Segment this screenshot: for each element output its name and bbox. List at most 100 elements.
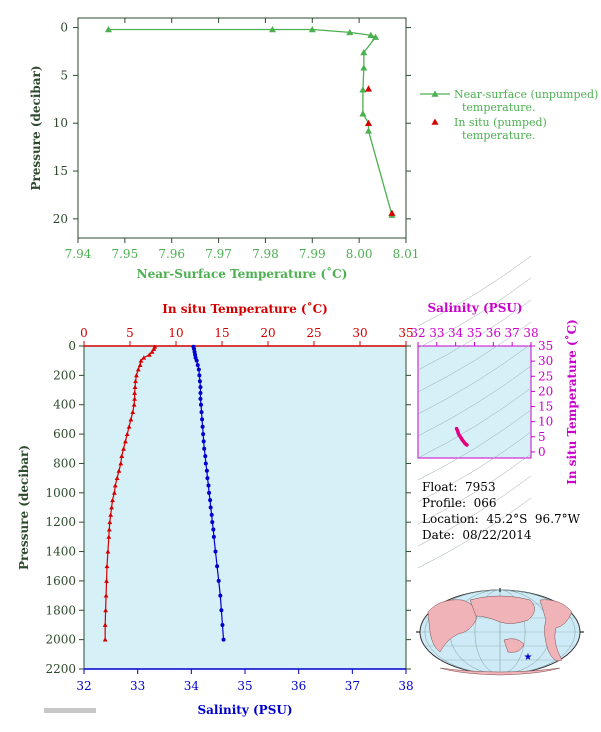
temperature-tick-label: 25 xyxy=(306,326,321,340)
plot-frame xyxy=(77,17,407,239)
pressure-axis-label: Pressure (decibar) xyxy=(17,445,31,570)
ts-y-tick-label: 30 xyxy=(538,354,553,368)
salinity-point xyxy=(197,373,202,378)
near-surface-point xyxy=(104,25,112,33)
temperature-point xyxy=(102,622,108,627)
pressure-tick-label: 0 xyxy=(68,339,76,353)
temperature-point xyxy=(106,527,112,532)
y-axis-label: Pressure (decibar) xyxy=(29,65,43,190)
x-tick-label: 7.96 xyxy=(158,247,185,261)
salinity-point xyxy=(196,367,201,372)
map-land-americas xyxy=(539,599,573,662)
salinity-tick-label: 36 xyxy=(291,679,306,693)
float-location: Location: 45.2°S 96.7°W xyxy=(422,512,580,526)
salinity-tick-label: 34 xyxy=(184,679,200,693)
legend-label-near-surface: Near-surface (unpumped) xyxy=(454,88,598,101)
in-situ-point xyxy=(365,119,373,127)
near-surface-point xyxy=(365,127,373,134)
salinity-point xyxy=(211,527,216,532)
salinity-point xyxy=(219,608,224,613)
y-tick-label: 20 xyxy=(53,212,68,226)
temperature-point xyxy=(141,355,147,360)
pressure-tick-label: 200 xyxy=(53,368,76,382)
float-location-star: ★ xyxy=(524,652,533,663)
ts-x-tick-label: 33 xyxy=(429,326,444,340)
pressure-tick-label: 1600 xyxy=(45,574,76,588)
temperature-point xyxy=(132,384,138,390)
ts-background xyxy=(417,345,532,459)
salinity-tick-label: 35 xyxy=(237,679,252,693)
salinity-tick-label: 32 xyxy=(76,679,91,693)
temperature-tick-label: 0 xyxy=(80,326,88,340)
temperature-point xyxy=(104,563,110,569)
near-surface-point xyxy=(346,28,354,36)
x-tick-label: 8.01 xyxy=(393,247,420,261)
y-tick-label: 5 xyxy=(60,68,68,82)
salinity-point xyxy=(208,505,213,510)
map-land-asia xyxy=(469,595,535,624)
ts-y-tick-label: 20 xyxy=(538,384,553,398)
temperature-point xyxy=(121,446,126,451)
temperature-point xyxy=(132,390,137,395)
ts-x-tick-label: 37 xyxy=(505,326,520,340)
ts-x-axis-label: Salinity (PSU) xyxy=(427,301,522,315)
pressure-tick-label: 400 xyxy=(53,398,76,412)
salinity-point xyxy=(200,417,205,422)
temperature-point xyxy=(110,497,115,503)
ts-y-tick-label: 0 xyxy=(538,445,546,459)
map-land-africa-europe xyxy=(427,599,477,653)
temperature-point xyxy=(123,439,128,444)
near-surface-point xyxy=(372,33,380,40)
temperature-point xyxy=(108,512,114,517)
in-situ-point xyxy=(365,85,373,92)
temperature-point xyxy=(132,396,137,401)
temperature-point xyxy=(107,519,113,525)
salinity-point xyxy=(210,520,215,525)
salinity-point xyxy=(204,468,209,473)
salinity-point xyxy=(211,534,216,539)
y-tick-label: 0 xyxy=(60,21,68,35)
map-land-antarctica xyxy=(439,667,561,676)
salinity-axis-label: Salinity (PSU) xyxy=(197,703,292,717)
density-contour xyxy=(417,409,532,481)
temperature-point xyxy=(128,417,134,422)
salinity-point xyxy=(198,402,203,407)
temperature-axis-label: In situ Temperature (˚C) xyxy=(162,301,328,316)
ts-x-tick-label: 38 xyxy=(523,326,538,340)
salinity-point xyxy=(201,432,206,437)
salinity-point xyxy=(194,358,199,363)
x-tick-label: 8.00 xyxy=(346,247,373,261)
x-tick-label: 7.98 xyxy=(252,247,279,261)
density-contour xyxy=(417,321,532,393)
pressure-tick-label: 2000 xyxy=(45,633,76,647)
near-surface-point xyxy=(359,110,367,117)
ts-y-tick-label: 10 xyxy=(538,415,553,429)
salinity-point xyxy=(216,578,221,583)
x-tick-label: 7.94 xyxy=(65,247,92,261)
float-number: Float: 7953 xyxy=(422,480,496,494)
near-surface-point xyxy=(360,64,368,71)
ts-y-axis-label: In situ Temperature (˚C) xyxy=(564,319,579,485)
temperature-point xyxy=(130,409,136,414)
salinity-point xyxy=(206,483,211,488)
ts-x-tick-label: 35 xyxy=(467,326,482,340)
density-contour xyxy=(417,475,532,547)
salinity-point xyxy=(199,410,204,415)
temperature-point xyxy=(106,534,112,539)
x-tick-label: 7.99 xyxy=(299,247,326,261)
density-contour xyxy=(417,255,532,327)
temperature-point xyxy=(105,549,111,554)
temperature-point xyxy=(119,453,125,459)
profile-number: Profile: 066 xyxy=(422,496,497,510)
near-surface-line xyxy=(108,28,393,216)
salinity-point xyxy=(220,622,225,627)
ts-y-tick-label: 35 xyxy=(538,339,553,353)
temperature-point xyxy=(111,490,117,495)
pressure-tick-label: 1000 xyxy=(45,486,76,500)
temperature-tick-label: 20 xyxy=(260,326,275,340)
temperature-tick-label: 10 xyxy=(168,326,183,340)
x-tick-label: 7.97 xyxy=(205,247,232,261)
salinity-point xyxy=(203,461,208,466)
density-contour xyxy=(417,299,532,371)
